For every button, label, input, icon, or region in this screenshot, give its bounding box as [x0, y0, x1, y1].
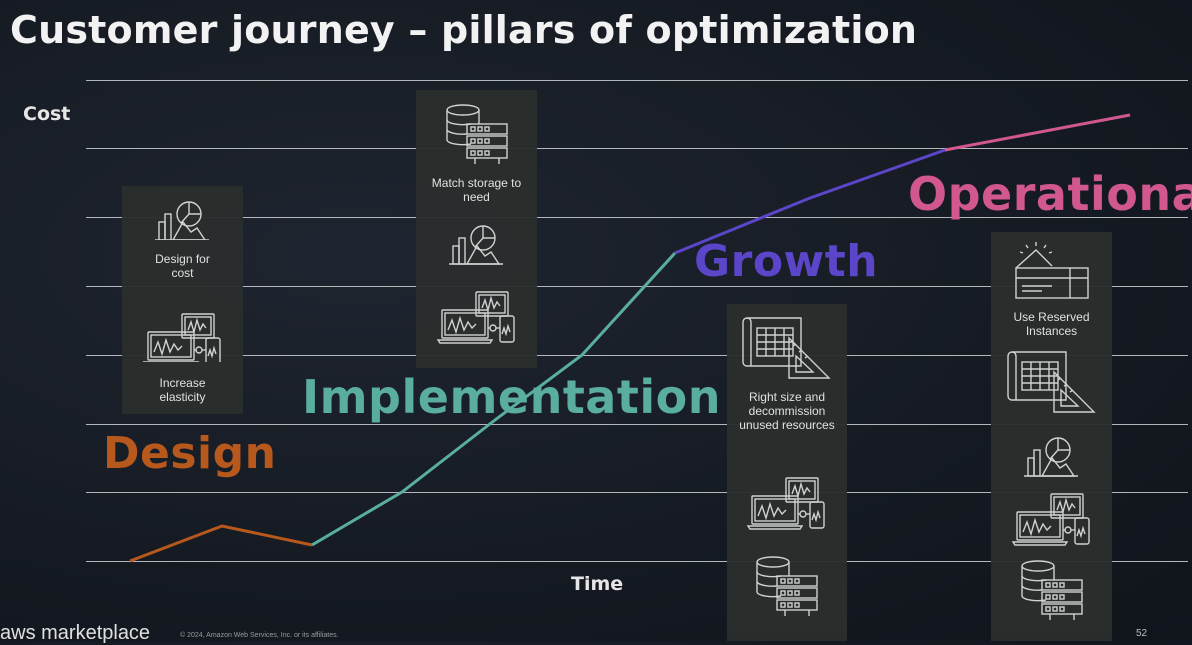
phase-label-operational: Operational	[908, 167, 1192, 221]
grid-line	[86, 148, 1188, 149]
design-caption-1: Design for cost	[155, 251, 210, 280]
grid-line	[86, 286, 1188, 287]
grid-line	[86, 424, 1188, 425]
growth-segment	[674, 148, 946, 255]
page-number: 52	[1136, 628, 1148, 639]
analytics-icon	[1022, 437, 1079, 477]
implementation-caption-1: Match storage to need	[431, 176, 522, 204]
growth-panel: Right size and decommission unused resou…	[727, 304, 847, 641]
devices-icon	[142, 312, 221, 362]
phase-label-implementation: Implementation	[302, 370, 721, 424]
design-segment	[129, 524, 313, 563]
operational-panel: Use Reserved Instances	[991, 232, 1112, 641]
reserved-instance-icon	[1014, 241, 1089, 299]
devices-icon	[747, 477, 825, 530]
x-axis-label: Time	[571, 573, 624, 595]
storage-icon	[756, 556, 818, 617]
implementation-segment	[311, 251, 677, 547]
grid-line	[86, 217, 1188, 218]
grid-line	[86, 561, 1188, 562]
storage-icon	[445, 104, 508, 165]
slide-title: Customer journey – pillars of optimizati…	[10, 8, 918, 52]
devices-icon	[436, 291, 515, 344]
operational-caption-1: Use Reserved Instances	[1013, 310, 1090, 338]
phase-label-design: Design	[103, 428, 277, 479]
blueprint-icon	[1006, 351, 1095, 413]
grid-line	[86, 492, 1188, 493]
growth-caption-1: Right size and decommission unused resou…	[739, 390, 835, 432]
phase-label-growth: Growth	[694, 236, 879, 287]
y-axis-label: Cost	[23, 103, 71, 125]
design-panel: Design for cost Increase elasticity	[122, 186, 243, 414]
blueprint-icon	[742, 317, 830, 379]
copyright: © 2024, Amazon Web Services, Inc. or its…	[180, 632, 339, 639]
design-caption-2: Increase elasticity	[159, 376, 206, 404]
analytics-icon	[447, 225, 504, 265]
devices-icon	[1011, 493, 1090, 546]
grid-line	[86, 355, 1188, 356]
aws-marketplace-logo: aws marketplace	[0, 622, 151, 644]
operational-segment	[944, 113, 1131, 152]
storage-icon	[1020, 560, 1083, 621]
grid-line	[86, 80, 1188, 81]
implementation-panel: Match storage to need	[416, 90, 537, 368]
analytics-icon	[153, 201, 210, 240]
